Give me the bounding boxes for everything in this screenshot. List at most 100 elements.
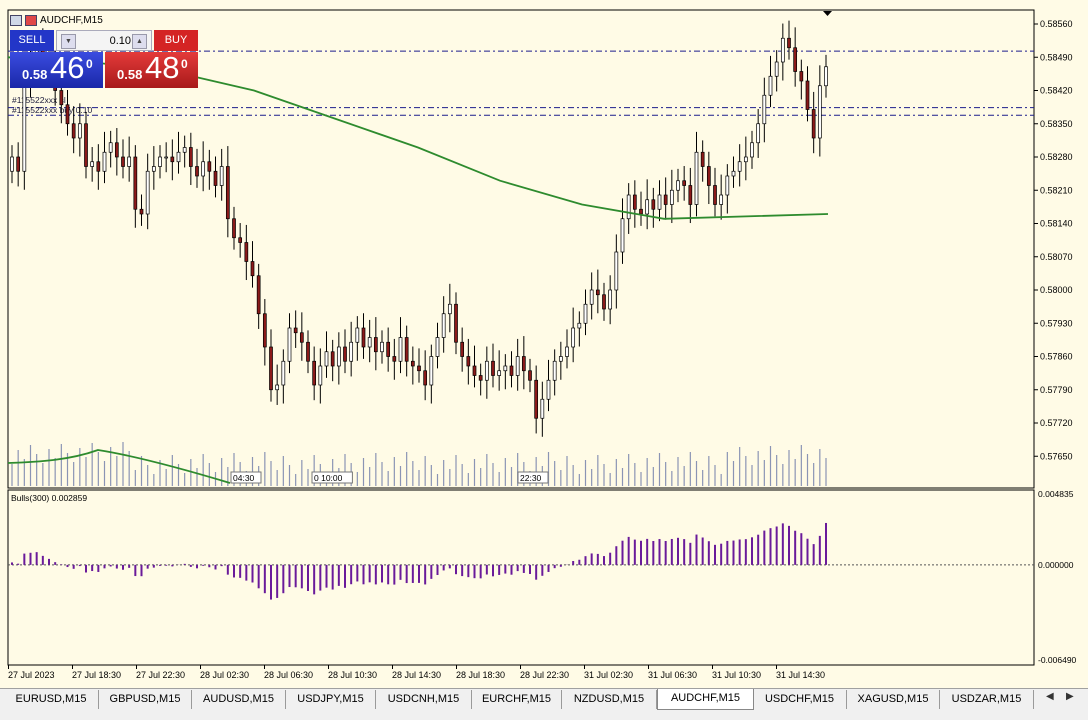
candle-bull (90, 161, 95, 167)
tab-eurusd[interactable]: EURUSD,M15 (4, 690, 99, 709)
candle-bull (447, 303, 452, 315)
candle-bear (417, 365, 421, 372)
candle-bull (10, 156, 14, 172)
candle-bull (608, 289, 613, 310)
candle-bull (750, 142, 754, 158)
candle-bull (441, 313, 446, 338)
candle-bear (96, 161, 101, 172)
candle-bear (213, 170, 218, 186)
price-chart[interactable]: 0.585600.584900.584200.583500.582800.582… (0, 0, 1088, 688)
candle-bull (676, 180, 680, 191)
price-axis-label: 0.58140 (1040, 219, 1073, 229)
tab-scroll-left-icon[interactable]: ◀ (1046, 691, 1054, 702)
lot-size-input[interactable] (77, 33, 131, 48)
candle-bull (324, 351, 329, 367)
candle-bull (620, 218, 625, 253)
candle-bear (330, 351, 335, 367)
candle-bull (719, 194, 724, 205)
tab-audusd[interactable]: AUDUSD,M15 (192, 690, 286, 709)
volume-average-line (7, 449, 231, 484)
candle-bull (583, 303, 588, 324)
buy-button[interactable]: BUY (154, 30, 198, 51)
candle-bear (478, 375, 483, 381)
buy-price-prefix: 0.58 (117, 67, 143, 82)
tab-nzdusd[interactable]: NZDUSD,M15 (562, 690, 657, 709)
candle-bull (824, 66, 828, 87)
time-label-box (517, 471, 549, 484)
time-axis-label: 28 Jul 06:30 (264, 670, 313, 680)
candle-bear (84, 123, 88, 167)
price-axis-label: 0.58280 (1040, 152, 1073, 162)
candle-bear (71, 123, 76, 139)
chart-tab-bar: ◀ ▶ EURUSD,M15 GBPUSD,M15 AUDUSD,M15 USDJPY… (0, 688, 1088, 720)
time-axis-label: 31 Jul 10:30 (712, 670, 761, 680)
tab-xagusd[interactable]: XAGUSD,M15 (847, 690, 940, 709)
candle-bear (793, 47, 798, 72)
sell-price-pips: 46 (50, 50, 85, 85)
indicator-label: Bulls(300) 0.002859 (11, 493, 87, 503)
candle-bull (201, 161, 206, 177)
candle-bull (552, 360, 557, 381)
candle-bear (299, 332, 304, 343)
candle-bull (22, 85, 27, 172)
sell-price-prefix: 0.58 (22, 67, 48, 82)
buy-price-pips: 48 (145, 50, 180, 85)
candle-bull (318, 365, 323, 386)
candle-bull (355, 327, 360, 343)
tab-usdcnh[interactable]: USDCNH,M15 (376, 690, 472, 709)
candle-bear (472, 365, 477, 376)
price-axis-label: 0.58560 (1040, 19, 1073, 29)
candle-bull (571, 327, 576, 348)
chart-background (0, 0, 1088, 688)
main-panel-frame (7, 9, 1035, 489)
candle-bear (632, 194, 637, 210)
time-label-box (230, 471, 262, 484)
candle-bull (158, 156, 162, 167)
candle-bear (805, 80, 810, 110)
tab-usdzar[interactable]: USDZAR,M15 (940, 690, 1034, 709)
candle-bull (780, 37, 785, 63)
lot-decrease-icon[interactable]: ▼ (61, 34, 76, 49)
chart-title: AUDCHF,M15 (40, 14, 103, 26)
time-axis-label: 27 Jul 22:30 (136, 670, 185, 680)
candle-bear (244, 242, 249, 262)
candle-bear (114, 142, 119, 158)
candle-bull (182, 147, 187, 153)
candle-bull (219, 166, 224, 186)
candle-bear (65, 104, 70, 125)
price-axis-label: 0.58000 (1040, 285, 1073, 295)
candle-bear (343, 346, 347, 362)
time-axis-label: 31 Jul 02:30 (584, 670, 633, 680)
tab-eurchf[interactable]: EURCHF,M15 (472, 690, 562, 709)
candle-bull (565, 346, 569, 357)
buy-price-button[interactable]: 0.58 48 0 (105, 50, 198, 88)
tab-usdjpy[interactable]: USDJPY,M15 (286, 690, 376, 709)
candle-bear (521, 356, 526, 372)
candle-bull (287, 327, 292, 362)
tab-scroll-right-icon[interactable]: ▶ (1066, 691, 1074, 702)
candle-bear (602, 294, 606, 310)
candle-bear (392, 356, 397, 362)
candle-bull (497, 370, 502, 376)
candle-bear (232, 218, 236, 239)
candle-bear (682, 180, 687, 186)
volume-time-label: 0 10:00 (314, 473, 343, 483)
candle-bear (121, 156, 125, 167)
volume-time-label: 22:30 (520, 473, 542, 483)
candle-bull (484, 360, 489, 381)
candle-bear (423, 370, 428, 386)
indicator-axis-label: 0.000000 (1038, 560, 1074, 570)
sell-button[interactable]: SELL (10, 30, 54, 51)
tab-gbpusd[interactable]: GBPUSD,M15 (99, 690, 192, 709)
lot-increase-icon[interactable]: ▲ (132, 34, 147, 49)
candle-bear (528, 370, 532, 381)
candle-bear (16, 156, 21, 172)
sell-price-button[interactable]: 0.58 46 0 (10, 50, 103, 88)
candle-bull (743, 156, 748, 163)
candle-bear (509, 365, 514, 376)
candle-bull (768, 75, 773, 96)
candle-bear (700, 151, 705, 167)
tab-audchf[interactable]: AUDCHF,M15 (657, 689, 754, 710)
candle-bull (164, 156, 169, 159)
tab-usdchf[interactable]: USDCHF,M15 (753, 690, 847, 709)
